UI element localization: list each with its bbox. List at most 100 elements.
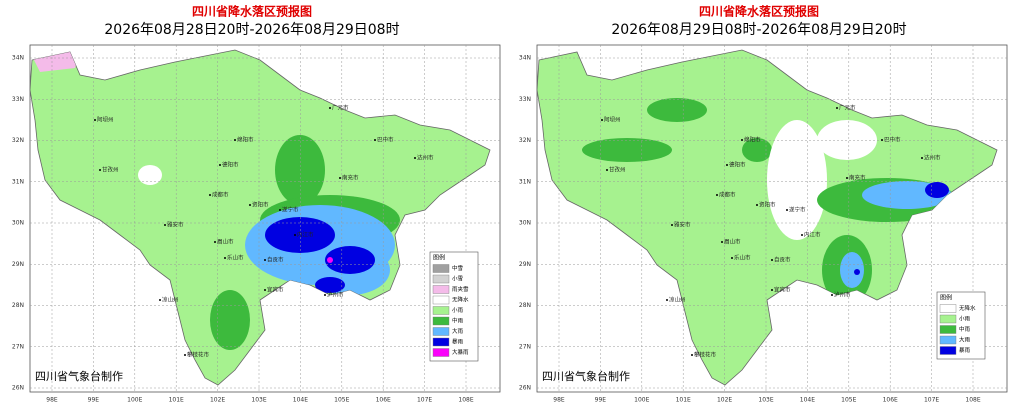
legend-title: 图例 <box>433 254 445 262</box>
city-label: 凉山州 <box>162 296 179 304</box>
credit: 四川省气象台制作 <box>542 369 630 383</box>
legend-swatch <box>432 285 450 294</box>
city-label: 内江市 <box>804 231 821 239</box>
credit: 四川省气象台制作 <box>35 369 123 383</box>
lon-label: 108E <box>458 397 473 404</box>
city-dot <box>329 107 331 109</box>
legend-label: 无降水 <box>959 304 976 312</box>
city-dot <box>921 157 923 159</box>
lon-label: 105E <box>841 397 856 404</box>
city-label: 宜宾市 <box>267 286 284 294</box>
lon-label: 103E <box>758 397 773 404</box>
lon-label: 99E <box>88 397 100 404</box>
city-label: 攀枝花市 <box>694 351 717 359</box>
city-label: 宜宾市 <box>774 286 791 294</box>
city-label: 甘孜州 <box>609 166 626 174</box>
lon-label: 101E <box>676 397 691 404</box>
city-dot <box>731 257 733 259</box>
map-subtitle: 2026年08月29日08时-2026年08月29日20时 <box>611 22 906 38</box>
legend-swatch <box>432 316 450 326</box>
city-label: 绵阳市 <box>237 136 254 144</box>
city-dot <box>666 299 668 301</box>
legend-swatch <box>939 304 957 313</box>
city-dot <box>159 299 161 301</box>
lat-label: 27N <box>12 343 24 350</box>
lon-label: 100E <box>634 397 649 404</box>
city-dot <box>601 119 603 121</box>
city-label: 遂宁市 <box>789 206 806 214</box>
city-dot <box>831 294 833 296</box>
lon-label: 107E <box>924 397 939 404</box>
lon-label: 98E <box>553 397 565 404</box>
lon-label: 106E <box>883 397 898 404</box>
lon-label: 104E <box>800 397 815 404</box>
city-dot <box>339 177 341 179</box>
city-dot <box>836 107 838 109</box>
lon-label: 103E <box>251 397 266 404</box>
city-label: 广元市 <box>839 104 856 112</box>
lon-label: 99E <box>595 397 607 404</box>
city-dot <box>606 169 608 171</box>
lat-label: 29N <box>519 261 531 268</box>
lon-label: 100E <box>127 397 142 404</box>
city-label: 成都市 <box>212 191 229 199</box>
city-dot <box>771 289 773 291</box>
legend-swatch <box>432 337 450 347</box>
city-label: 绵阳市 <box>744 136 761 144</box>
legend-swatch <box>432 264 450 273</box>
city-label: 资阳市 <box>759 201 776 209</box>
city-dot <box>249 204 251 206</box>
city-label: 乐山市 <box>734 254 751 262</box>
city-dot <box>691 354 693 356</box>
legend-swatch <box>432 348 450 357</box>
city-label: 眉山市 <box>724 238 741 246</box>
lat-label: 27N <box>519 343 531 350</box>
lat-label: 32N <box>12 137 24 144</box>
city-label: 内江市 <box>297 231 314 239</box>
legend-swatch <box>432 327 450 336</box>
city-label: 雅安市 <box>674 221 691 229</box>
city-label: 凉山州 <box>669 296 686 304</box>
city-label: 达州市 <box>417 154 434 162</box>
city-label: 遂宁市 <box>282 206 299 214</box>
legend-swatch <box>432 295 450 305</box>
legend-label: 大雨 <box>959 336 971 344</box>
city-label: 广元市 <box>332 104 349 112</box>
lat-label: 26N <box>12 385 24 392</box>
legend-label: 小雨 <box>452 306 464 314</box>
city-label: 德阳市 <box>222 161 239 169</box>
city-dot <box>219 164 221 166</box>
lat-label: 28N <box>12 302 24 309</box>
city-label: 南充市 <box>342 174 359 182</box>
city-dot <box>184 354 186 356</box>
city-dot <box>214 241 216 243</box>
legend-label: 无降水 <box>452 296 469 304</box>
lat-label: 31N <box>12 178 24 185</box>
legend-label: 暴雨 <box>452 339 464 346</box>
city-label: 资阳市 <box>252 201 269 209</box>
city-dot <box>756 204 758 206</box>
city-dot <box>99 169 101 171</box>
map-title: 四川省降水落区预报图 <box>192 4 312 19</box>
lat-label: 34N <box>12 55 24 62</box>
lon-label: 101E <box>169 397 184 404</box>
city-dot <box>846 177 848 179</box>
city-label: 巴中市 <box>884 136 901 144</box>
city-label: 德阳市 <box>729 161 746 169</box>
city-label: 自贡市 <box>774 256 791 264</box>
legend-label: 小雨 <box>959 315 971 323</box>
city-dot <box>801 234 803 236</box>
city-label: 巴中市 <box>377 136 394 144</box>
lon-label: 107E <box>417 397 432 404</box>
city-label: 眉山市 <box>217 238 234 246</box>
legend-label: 中雨 <box>959 325 971 333</box>
lat-label: 28N <box>519 302 531 309</box>
city-label: 乐山市 <box>227 254 244 262</box>
city-dot <box>234 139 236 141</box>
lon-label: 108E <box>965 397 980 404</box>
city-dot <box>279 209 281 211</box>
city-label: 阿坝州 <box>97 116 114 124</box>
map-right <box>536 44 1008 393</box>
legend-swatch <box>939 314 957 324</box>
lon-label: 105E <box>334 397 349 404</box>
